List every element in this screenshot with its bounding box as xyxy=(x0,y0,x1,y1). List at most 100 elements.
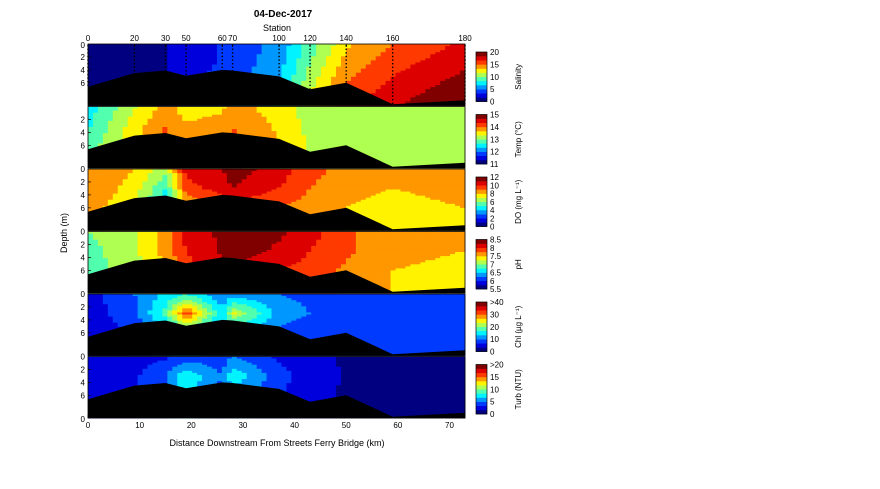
contour-cell xyxy=(400,93,406,96)
contour-cell xyxy=(316,58,322,61)
contour-cell xyxy=(420,78,426,82)
contour-cell xyxy=(221,48,228,51)
contour-cell xyxy=(430,60,436,63)
contour-cell xyxy=(395,133,401,136)
contour-cell xyxy=(415,124,421,128)
contour-cell xyxy=(425,131,431,134)
contour-cell xyxy=(430,85,436,88)
contour-cell xyxy=(152,118,158,122)
contour-cell xyxy=(395,76,401,80)
contour-cell xyxy=(455,161,461,165)
contour-cell xyxy=(450,72,456,76)
contour-cell xyxy=(276,137,282,140)
contour-cell xyxy=(306,76,312,80)
contour-cell xyxy=(430,91,436,94)
contour-cell xyxy=(400,85,406,88)
contour-cell xyxy=(385,145,391,148)
contour-cell xyxy=(202,108,208,111)
contour-cell xyxy=(157,127,163,130)
contour-cell xyxy=(410,91,416,94)
contour-cell xyxy=(420,106,426,109)
contour-cell xyxy=(375,141,382,144)
contour-cell xyxy=(236,64,243,67)
contour-cell xyxy=(405,155,411,159)
contour-cell xyxy=(450,120,456,124)
contour-cell xyxy=(410,58,416,61)
contour-cell xyxy=(321,64,327,67)
contour-cell xyxy=(450,135,456,138)
contour-cell xyxy=(435,143,441,146)
contour-cell xyxy=(301,133,307,136)
contour-cell xyxy=(112,112,119,116)
contour-cell xyxy=(380,110,387,114)
contour-cell xyxy=(107,129,114,132)
contour-cell xyxy=(226,127,233,130)
contour-cell xyxy=(92,64,99,67)
contour-cell xyxy=(375,85,382,88)
contour-cell xyxy=(336,60,342,63)
contour-cell xyxy=(192,120,198,124)
contour-cell xyxy=(152,112,158,116)
contour-cell xyxy=(350,106,357,109)
contour-cell xyxy=(177,48,183,51)
contour-cell xyxy=(122,44,129,47)
contour-cell xyxy=(251,70,258,74)
contour-cell xyxy=(405,46,411,49)
contour-cell xyxy=(440,151,446,155)
contour-cell xyxy=(350,58,357,61)
contour-cell xyxy=(365,137,372,140)
contour-cell xyxy=(395,68,401,72)
contour-cell xyxy=(400,60,406,63)
contour-cell xyxy=(271,131,277,134)
contour-cell xyxy=(122,52,129,55)
contour-cell xyxy=(241,68,248,72)
contour-cell xyxy=(261,135,267,138)
contour-cell xyxy=(375,137,382,140)
contour-cell xyxy=(435,44,441,47)
contour-cell xyxy=(340,120,347,124)
contour-cell xyxy=(430,118,436,122)
contour-cell xyxy=(102,72,109,76)
contour-cell xyxy=(326,127,332,130)
contour-cell xyxy=(172,120,178,124)
contour-cell xyxy=(435,151,441,155)
contour-cell xyxy=(266,44,272,47)
contour-cell xyxy=(192,112,198,116)
contour-cell xyxy=(197,133,203,136)
contour-cell xyxy=(192,46,198,49)
contour-cell xyxy=(266,110,272,114)
contour-cell xyxy=(316,70,322,74)
colorbar-swatch xyxy=(476,147,487,152)
contour-cell xyxy=(102,124,109,128)
contour-cell xyxy=(226,52,233,55)
contour-cell xyxy=(246,70,253,74)
contour-cell xyxy=(306,106,312,109)
contour-cell xyxy=(311,85,317,88)
contour-cell xyxy=(172,127,178,130)
contour-cell xyxy=(306,54,312,57)
contour-cell xyxy=(107,46,114,49)
contour-cell xyxy=(395,124,401,128)
contour-cell xyxy=(336,106,342,109)
contour-cell xyxy=(430,159,436,163)
contour-cell xyxy=(415,68,421,72)
contour-cell xyxy=(177,129,183,132)
contour-cell xyxy=(182,120,188,124)
contour-cell xyxy=(350,52,357,55)
contour-cell xyxy=(355,141,362,144)
contour-cell xyxy=(365,85,372,88)
contour-cell xyxy=(355,143,362,146)
contour-cell xyxy=(187,133,193,136)
contour-cell xyxy=(226,120,233,124)
contour-cell xyxy=(236,68,243,72)
contour-cell xyxy=(97,114,104,118)
contour-cell xyxy=(380,89,387,92)
contour-cell xyxy=(326,80,332,84)
contour-cell xyxy=(340,58,347,61)
contour-cell xyxy=(246,129,253,132)
contour-cell xyxy=(370,118,377,122)
contour-cell xyxy=(395,80,401,84)
contour-cell xyxy=(102,129,109,132)
contour-cell xyxy=(340,44,347,47)
contour-cell xyxy=(296,70,302,74)
